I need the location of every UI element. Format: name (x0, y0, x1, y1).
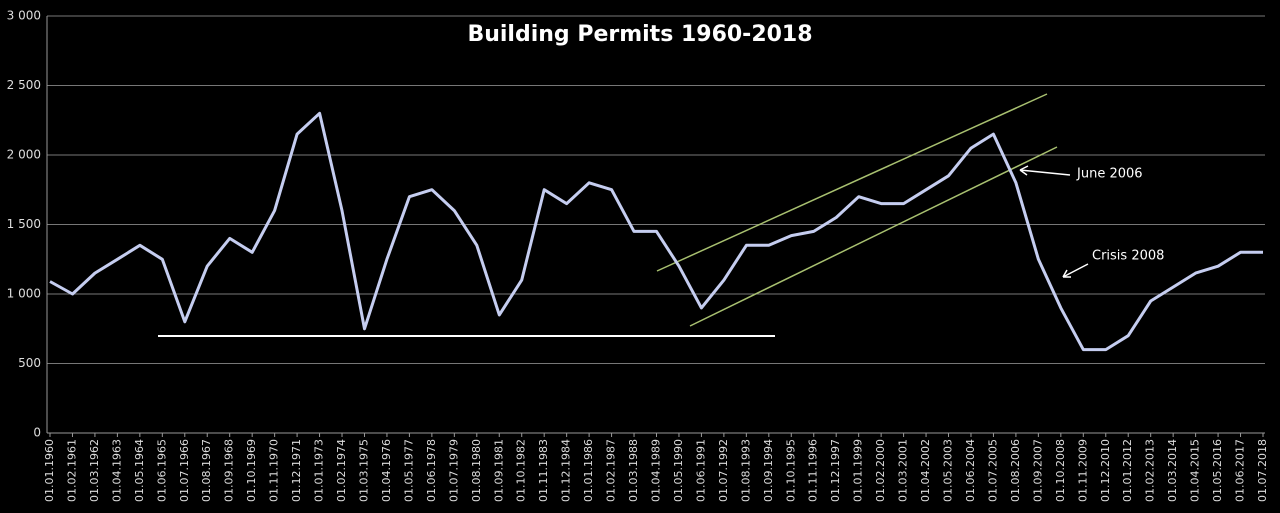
x-tick-label: 01.03.2014 (1166, 439, 1179, 502)
x-tick-label: 01.03.1988 (627, 439, 640, 502)
x-tick-label: 01.08.1967 (200, 439, 213, 502)
x-tick-label: 01.11.1996 (807, 439, 820, 502)
x-tick-label: 01.03.1962 (88, 439, 101, 502)
arrow (1062, 263, 1089, 278)
y-tick-label: 500 (18, 356, 41, 370)
x-tick-label: 01.04.2015 (1189, 439, 1202, 502)
x-tick-label: 01.07.1979 (447, 439, 460, 502)
x-tick-label: 01.12.2010 (1099, 439, 1112, 502)
x-tick-label: 01.05.2003 (942, 439, 955, 502)
x-tick-label: 01.05.1964 (133, 439, 146, 502)
x-tick-label: 01.05.1977 (402, 439, 415, 502)
x-tick-label: 01.01.1973 (313, 439, 326, 502)
x-tick-label: 01.10.2008 (1054, 439, 1067, 502)
x-tick-label: 01.03.2001 (897, 439, 910, 502)
x-tick-label: 01.09.2007 (1031, 439, 1044, 502)
x-tick-label: 01.01.1999 (852, 439, 865, 502)
x-tick-label: 01.05.1990 (672, 439, 685, 502)
x-tick-label: 01.08.1993 (739, 439, 752, 502)
x-tick-label: 01.04.2002 (919, 439, 932, 502)
x-tick-label: 01.07.2018 (1256, 439, 1269, 502)
x-tick-label: 01.10.1969 (245, 439, 258, 502)
x-tick-label: 01.06.2017 (1234, 439, 1247, 502)
y-tick-label: 1 000 (7, 287, 41, 301)
x-tick-label: 01.08.2006 (1009, 439, 1022, 502)
trend-line (656, 93, 1048, 272)
annotation: Crisis 2008 (1092, 249, 1164, 264)
x-tick-label: 01.09.1994 (762, 439, 775, 502)
x-tick-label: 01.06.1991 (694, 439, 707, 502)
y-tick-label: 2 500 (7, 78, 41, 92)
x-tick-label: 01.12.1971 (290, 439, 303, 502)
y-tick-label: 3 000 (7, 9, 41, 23)
x-tick-label: 01.11.1983 (537, 439, 550, 502)
x-tick-label: 01.07.2005 (986, 439, 999, 502)
x-tick-label: 01.09.1981 (492, 439, 505, 502)
x-tick-label: 01.04.1963 (110, 439, 123, 502)
x-tick-label: 01.02.1987 (605, 439, 618, 502)
annotation: June 2006 (1076, 167, 1143, 182)
x-tick-label: 01.09.1968 (223, 439, 236, 502)
x-tick-label: 01.07.1992 (717, 439, 730, 502)
x-tick-label: 01.06.1965 (155, 439, 168, 502)
trend-line (689, 146, 1058, 327)
x-tick-label: 01.10.1982 (515, 439, 528, 502)
x-tick-label: 01.02.2000 (874, 439, 887, 502)
arrow (1019, 165, 1071, 176)
x-tick-label: 01.08.1980 (470, 439, 483, 502)
y-tick-label: 0 (33, 426, 41, 440)
x-tick-label: 01.12.1997 (829, 439, 842, 502)
x-tick-label: 01.10.1995 (784, 439, 797, 502)
x-tick-label: 01.02.1974 (335, 439, 348, 502)
x-tick-label: 01.02.2013 (1144, 439, 1157, 502)
x-tick-label: 01.07.1966 (178, 439, 191, 502)
x-tick-label: 01.04.1989 (650, 439, 663, 502)
x-tick-label: 01.11.1970 (268, 439, 281, 502)
chart-title: Building Permits 1960-2018 (467, 22, 812, 47)
x-tick-label: 01.04.1976 (380, 439, 393, 502)
x-tick-label: 01.12.1984 (560, 439, 573, 502)
x-tick-label: 01.06.2004 (964, 439, 977, 502)
y-tick-label: 2 000 (7, 148, 41, 162)
x-tick-label: 01.05.2016 (1211, 439, 1224, 502)
x-tick-label: 01.03.1975 (357, 439, 370, 502)
x-tick-label: 01.01.1986 (582, 439, 595, 502)
data-line (49, 111, 1263, 352)
x-tick-label: 01.01.1960 (43, 439, 56, 502)
y-tick-label: 1 500 (7, 217, 41, 231)
x-tick-label: 01.11.2009 (1076, 439, 1089, 502)
x-tick-label: 01.06.1978 (425, 439, 438, 502)
x-tick-label: 01.01.2012 (1121, 439, 1134, 502)
x-tick-label: 01.02.1961 (65, 439, 78, 502)
